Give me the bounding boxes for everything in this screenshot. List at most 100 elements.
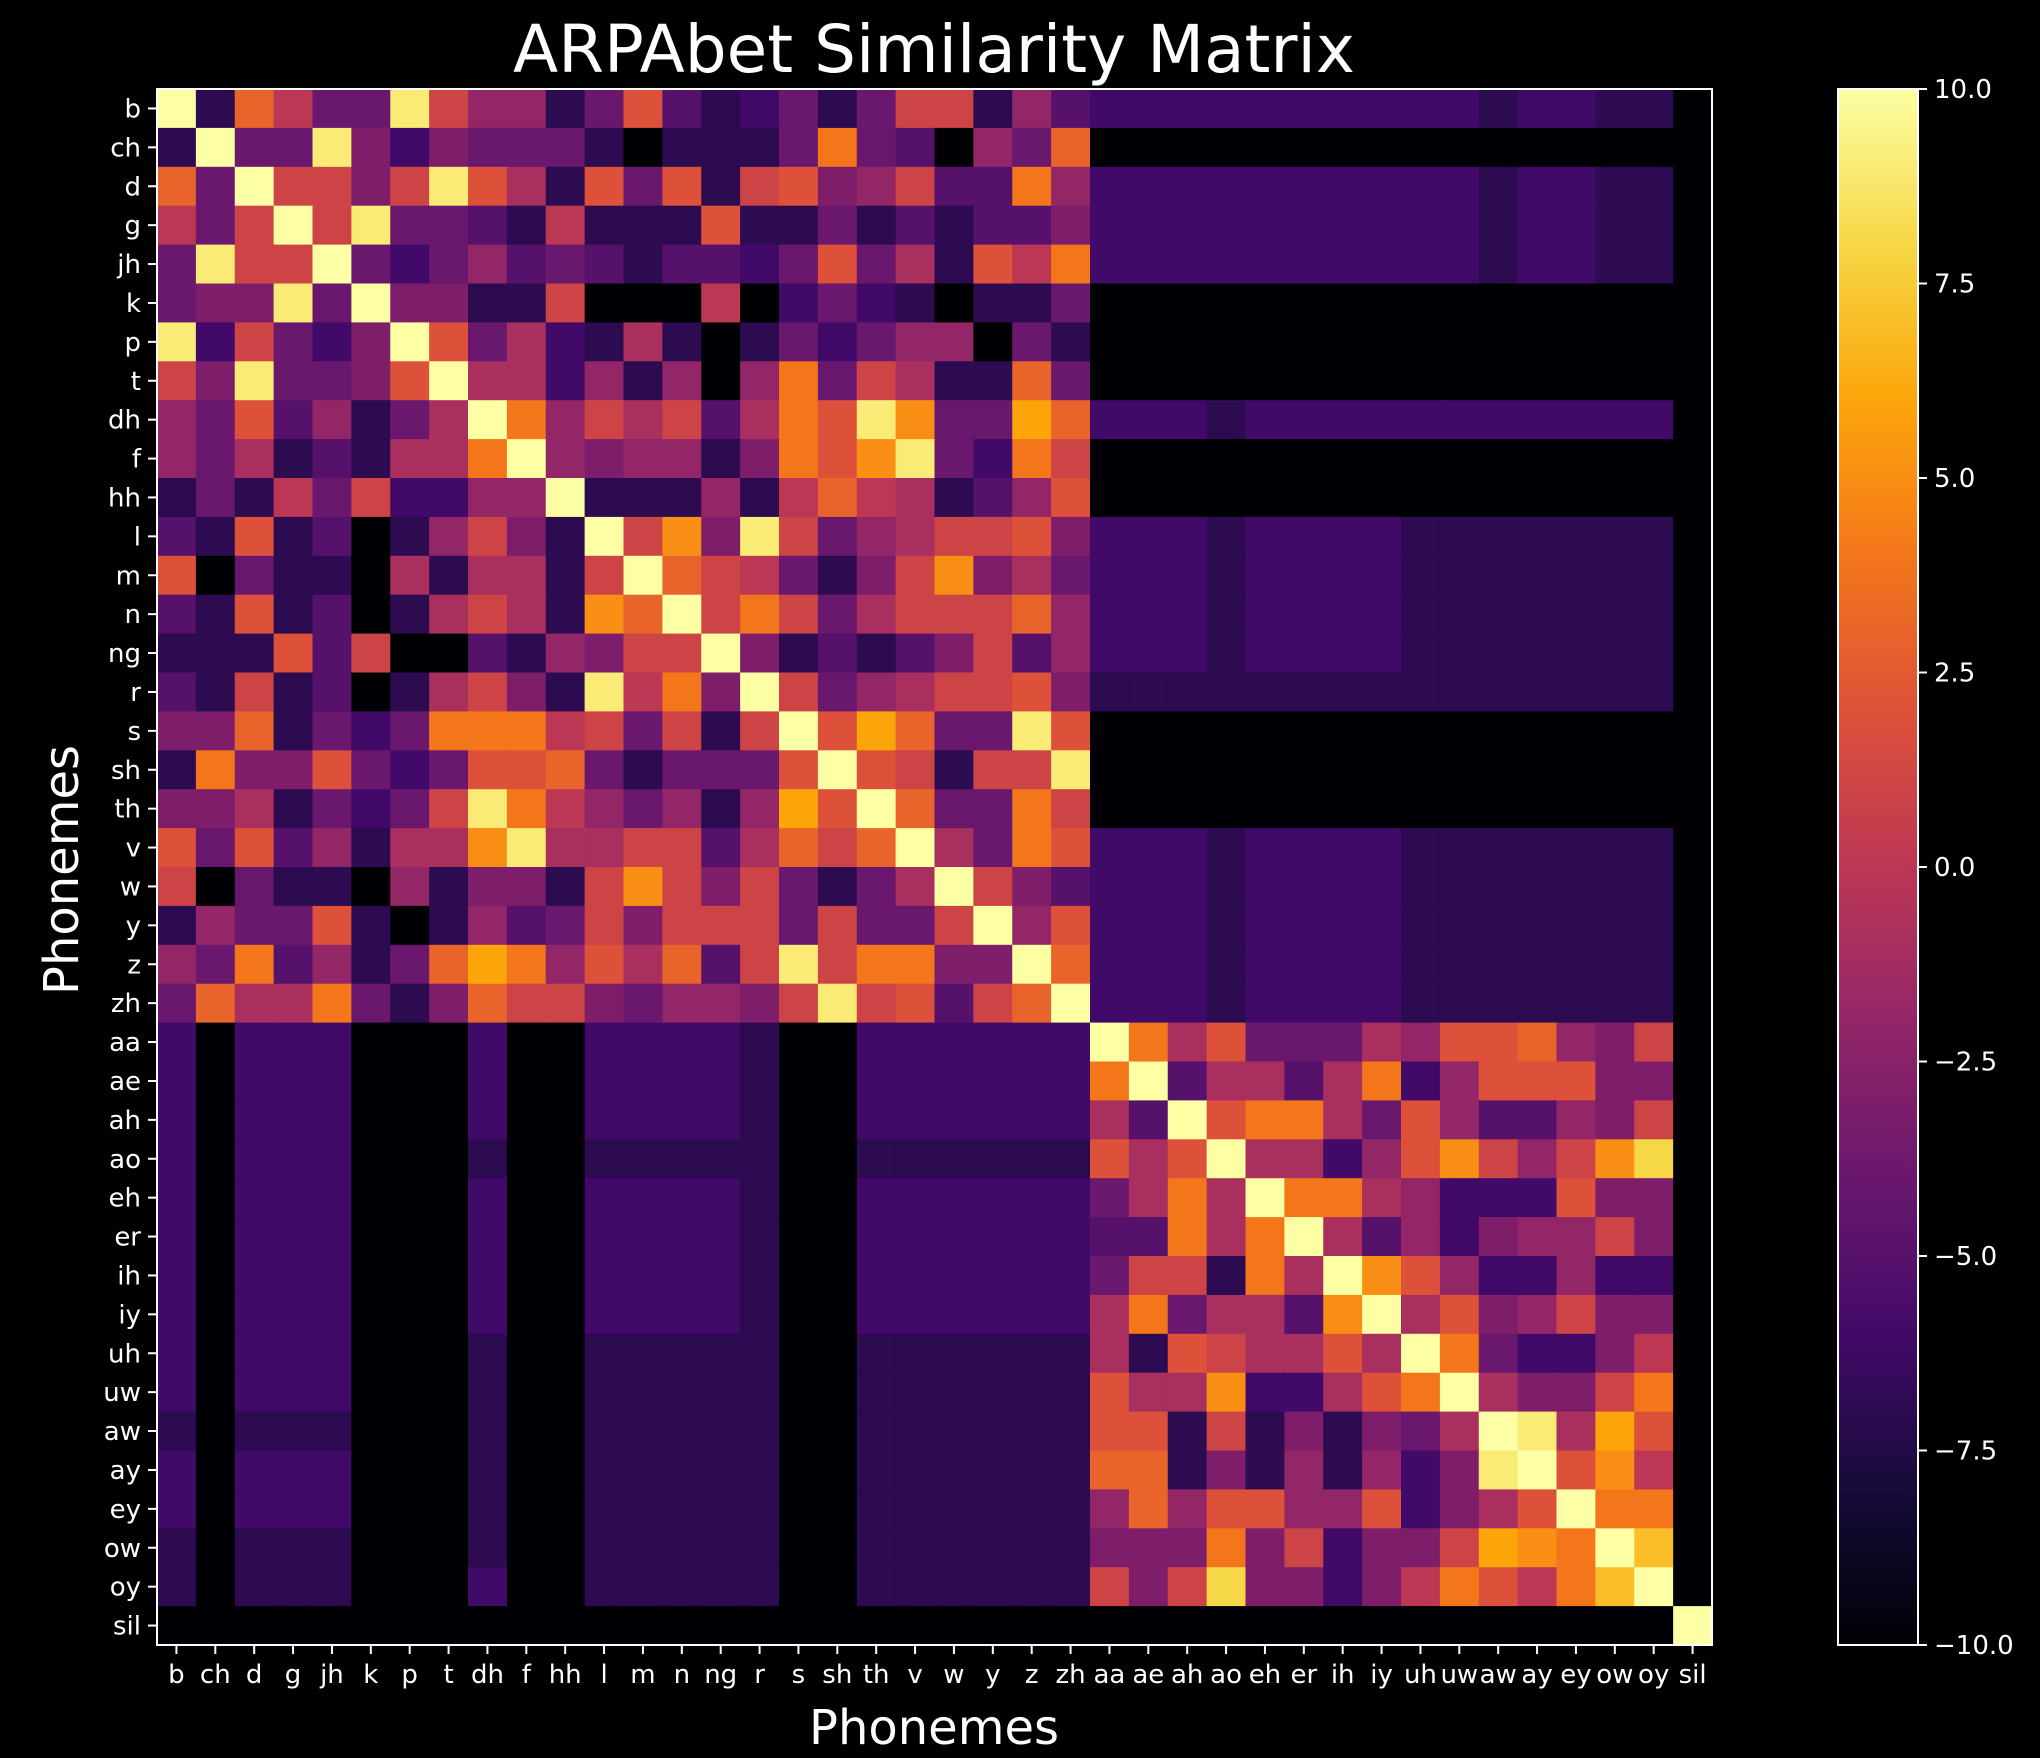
- heatmap-cell-m-f: [506, 555, 547, 596]
- heatmap-cell-ey-l: [584, 1489, 625, 1529]
- heatmap-cell-ae-uw: [1439, 1061, 1480, 1101]
- colorbar-tick-label: 7.5: [1934, 270, 1975, 300]
- heatmap-cell-b-ay: [1517, 89, 1558, 129]
- heatmap-cell-oy-t: [429, 1567, 469, 1607]
- heatmap-cell-aw-ng: [701, 1411, 741, 1452]
- heatmap-cell-er-z: [1012, 1217, 1052, 1257]
- y-tick-label-dh: dh: [108, 406, 141, 436]
- heatmap-cell-sh-ow: [1595, 750, 1635, 790]
- heatmap-cell-l-k: [351, 516, 391, 557]
- heatmap-cell-b-iy: [1362, 89, 1402, 129]
- heatmap-cell-z-aw: [1478, 944, 1519, 985]
- heatmap-cell-t-ch: [195, 361, 236, 401]
- heatmap-cell-b-l: [584, 89, 625, 129]
- heatmap-cell-oy-sil: [1673, 1567, 1713, 1607]
- heatmap-cell-f-aa: [1090, 439, 1130, 479]
- heatmap-cell-f-ae: [1128, 439, 1169, 479]
- heatmap-cell-uw-sil: [1673, 1372, 1713, 1413]
- heatmap-cell-th-oy: [1634, 789, 1674, 829]
- heatmap-cell-y-b: [157, 905, 197, 946]
- heatmap-cell-f-hh: [545, 439, 586, 479]
- heatmap-cell-ah-aw: [1478, 1100, 1519, 1140]
- heatmap-cell-dh-sh: [817, 400, 858, 440]
- y-tick-label-er: er: [114, 1223, 141, 1253]
- heatmap-cell-iy-ey: [1556, 1294, 1596, 1335]
- heatmap-cell-ae-n: [662, 1061, 702, 1101]
- heatmap-cell-ih-t: [429, 1256, 469, 1296]
- heatmap-cell-ay-eh: [1245, 1450, 1285, 1490]
- heatmap-cell-g-p: [390, 205, 430, 246]
- heatmap-cell-hh-ae: [1128, 478, 1169, 518]
- heatmap-cell-eh-ay: [1517, 1178, 1558, 1218]
- heatmap-cell-v-uw: [1439, 828, 1480, 868]
- heatmap-cell-y-y: [973, 905, 1013, 946]
- heatmap-cell-th-ih: [1323, 789, 1363, 829]
- heatmap-cell-uh-dh: [468, 1333, 508, 1374]
- colorbar: [1837, 88, 1919, 1646]
- heatmap-cell-s-jh: [312, 711, 352, 751]
- heatmap-cell-ah-p: [390, 1100, 430, 1140]
- heatmap-cell-f-uh: [1401, 439, 1441, 479]
- heatmap-cell-ae-hh: [545, 1061, 586, 1101]
- heatmap-cell-ao-uh: [1401, 1139, 1441, 1179]
- heatmap-cell-y-eh: [1245, 905, 1285, 946]
- heatmap-cell-w-uh: [1401, 867, 1441, 907]
- heatmap-cell-sh-aa: [1090, 750, 1130, 790]
- x-tick-label-sil: sil: [1679, 1660, 1707, 1690]
- heatmap-cell-ng-ow: [1595, 633, 1635, 674]
- heatmap-cell-k-uw: [1439, 283, 1480, 323]
- heatmap-cell-ng-ey: [1556, 633, 1596, 674]
- heatmap-cell-d-aw: [1478, 166, 1519, 207]
- heatmap-cell-t-iy: [1362, 361, 1402, 401]
- heatmap-cell-b-m: [623, 89, 663, 129]
- heatmap-cell-m-th: [856, 555, 897, 596]
- heatmap-cell-uh-s: [779, 1333, 819, 1374]
- heatmap-cell-iy-hh: [545, 1294, 586, 1335]
- heatmap-cell-uw-v: [895, 1372, 936, 1413]
- y-tick-label-ao: ao: [109, 1145, 141, 1175]
- x-tick-label-ah: ah: [1171, 1660, 1203, 1690]
- heatmap-cell-hh-ih: [1323, 478, 1363, 518]
- heatmap-cell-hh-ng: [701, 478, 741, 518]
- heatmap-cell-uw-ow: [1595, 1372, 1635, 1413]
- heatmap-cell-th-uh: [1401, 789, 1441, 829]
- heatmap-cell-iy-iy: [1362, 1294, 1402, 1335]
- heatmap-cell-t-y: [973, 361, 1013, 401]
- heatmap-cell-y-aa: [1090, 905, 1130, 946]
- heatmap-cell-sh-ey: [1556, 750, 1596, 790]
- heatmap-cell-r-ng: [701, 672, 741, 712]
- heatmap-cell-y-d: [234, 905, 275, 946]
- heatmap-cell-aw-sil: [1673, 1411, 1713, 1452]
- heatmap-cell-y-r: [740, 905, 780, 946]
- heatmap-cell-d-b: [157, 166, 197, 207]
- heatmap-cell-uh-aw: [1478, 1333, 1519, 1374]
- heatmap-cell-d-sil: [1673, 166, 1713, 207]
- heatmap-cell-ao-ng: [701, 1139, 741, 1179]
- heatmap-cell-oy-ow: [1595, 1567, 1635, 1607]
- heatmap-cell-k-eh: [1245, 283, 1285, 323]
- heatmap-cell-uw-aa: [1090, 1372, 1130, 1413]
- heatmap-cell-ng-t: [429, 633, 469, 674]
- heatmap-cell-ey-ng: [701, 1489, 741, 1529]
- heatmap-cell-t-v: [895, 361, 936, 401]
- heatmap-cell-aw-ao: [1206, 1411, 1247, 1452]
- heatmap-cell-w-ch: [195, 867, 236, 907]
- heatmap-cell-zh-oy: [1634, 983, 1674, 1024]
- heatmap-cell-z-uw: [1439, 944, 1480, 985]
- heatmap-cell-l-uh: [1401, 516, 1441, 557]
- x-tick-label-v: v: [907, 1660, 922, 1690]
- heatmap-cell-s-eh: [1245, 711, 1285, 751]
- heatmap-cell-hh-k: [351, 478, 391, 518]
- heatmap-cell-er-r: [740, 1217, 780, 1257]
- heatmap-cell-f-v: [895, 439, 936, 479]
- heatmap-cell-ah-ae: [1128, 1100, 1169, 1140]
- heatmap-cell-v-g: [273, 828, 314, 868]
- heatmap-cell-n-hh: [545, 594, 586, 635]
- heatmap-cell-s-ah: [1167, 711, 1208, 751]
- heatmap-cell-th-sil: [1673, 789, 1713, 829]
- heatmap-cell-k-n: [662, 283, 702, 323]
- heatmap-cell-l-p: [390, 516, 430, 557]
- heatmap-cell-l-f: [506, 516, 547, 557]
- heatmap-cell-ao-hh: [545, 1139, 586, 1179]
- heatmap-cell-t-aa: [1090, 361, 1130, 401]
